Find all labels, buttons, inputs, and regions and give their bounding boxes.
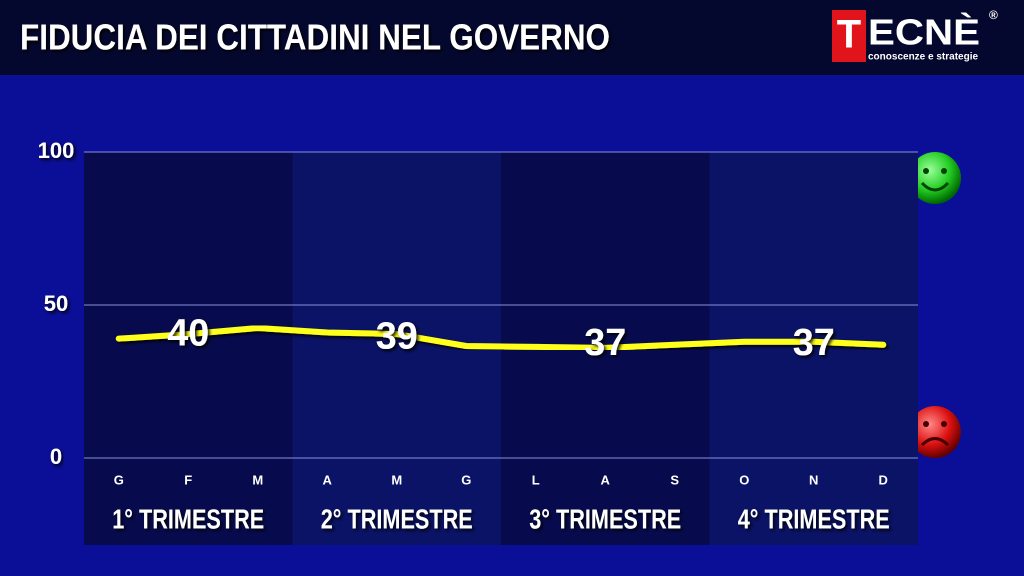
quarter-label: 3° TRIMESTRE	[529, 503, 681, 534]
logo-name: ECNÈ	[868, 12, 980, 53]
x-tick-label: A	[601, 472, 611, 487]
x-tick-label: O	[739, 472, 749, 487]
x-tick-label: D	[879, 472, 888, 487]
y-tick-label: 0	[50, 444, 62, 469]
quarter-value: 37	[584, 322, 626, 364]
x-tick-label: L	[532, 472, 540, 487]
x-tick-label: M	[252, 472, 263, 487]
x-tick-label: G	[461, 472, 471, 487]
x-tick-label: M	[391, 472, 402, 487]
quarter-value: 40	[167, 313, 209, 355]
x-tick-label: F	[184, 472, 192, 487]
sad-face	[909, 406, 961, 458]
trend-line	[115, 324, 887, 351]
logo-registered: ®	[989, 8, 998, 22]
quarter-label: 1° TRIMESTRE	[112, 503, 264, 534]
logo-initial: T	[837, 13, 861, 57]
quarter-band	[709, 152, 918, 545]
happy-face	[909, 152, 961, 204]
title: FIDUCIA DEI CITTADINI NEL GOVERNO	[20, 17, 610, 58]
x-tick-label: N	[809, 472, 818, 487]
x-tick-label: G	[114, 472, 124, 487]
quarter-band	[84, 152, 293, 545]
logo-tagline: conoscenze e strategie	[868, 52, 978, 63]
x-tick-label: S	[670, 472, 679, 487]
quarter-value: 39	[376, 316, 418, 358]
quarter-value: 37	[793, 322, 835, 364]
logo-box	[832, 10, 866, 62]
quarter-label: 2° TRIMESTRE	[321, 503, 473, 534]
quarter-label: 4° TRIMESTRE	[738, 503, 890, 534]
y-tick-label: 50	[44, 291, 68, 316]
x-tick-label: A	[323, 472, 333, 487]
y-tick-label: 100	[38, 138, 75, 163]
